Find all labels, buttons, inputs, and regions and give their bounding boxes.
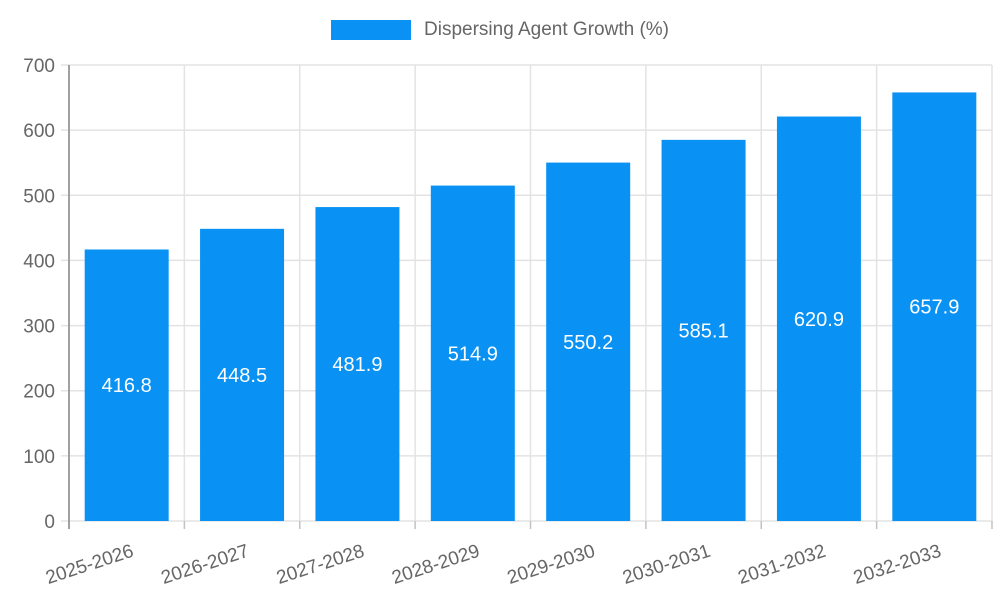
x-tick-label: 2030-2031 [620, 541, 713, 589]
bar-layer [84, 92, 977, 522]
x-tick-label: 2027-2028 [274, 541, 367, 589]
y-tick-label: 0 [44, 512, 55, 533]
y-tick-label: 100 [23, 447, 55, 468]
x-tick-label: 2028-2029 [389, 541, 482, 589]
legend-label: Dispersing Agent Growth (%) [424, 19, 669, 40]
y-tick-label: 600 [23, 121, 55, 142]
bar[interactable] [661, 139, 746, 522]
legend-swatch [331, 20, 411, 40]
bar[interactable] [776, 116, 861, 521]
bar-value-label: 448.5 [217, 365, 267, 387]
bar[interactable] [84, 249, 169, 522]
x-tick-label: 2026-2027 [159, 541, 252, 589]
bar-value-label: 481.9 [332, 354, 382, 376]
bar-value-label: 657.9 [909, 297, 959, 319]
bar[interactable] [200, 228, 285, 521]
bar-value-label: 550.2 [563, 332, 613, 354]
bar-value-label: 514.9 [448, 343, 498, 365]
bar[interactable] [892, 92, 977, 521]
y-tick-label: 300 [23, 317, 55, 338]
y-tick-label: 500 [23, 186, 55, 207]
bar-value-label: 585.1 [679, 320, 729, 342]
y-tick-label: 400 [23, 251, 55, 272]
y-tick-label: 700 [23, 56, 55, 77]
bar[interactable] [430, 185, 515, 522]
y-tick-label: 200 [23, 382, 55, 403]
x-tick-label: 2031-2032 [736, 541, 829, 589]
x-tick-label: 2025-2026 [43, 541, 136, 589]
x-tick-label: 2029-2030 [505, 541, 598, 589]
bar-value-label: 416.8 [102, 375, 152, 397]
bar[interactable] [546, 162, 631, 522]
x-tick-label: 2032-2033 [851, 541, 944, 589]
bar-value-label: 620.9 [794, 309, 844, 331]
bar[interactable] [315, 207, 400, 521]
chart-legend[interactable]: Dispersing Agent Growth (%) [0, 19, 1000, 41]
